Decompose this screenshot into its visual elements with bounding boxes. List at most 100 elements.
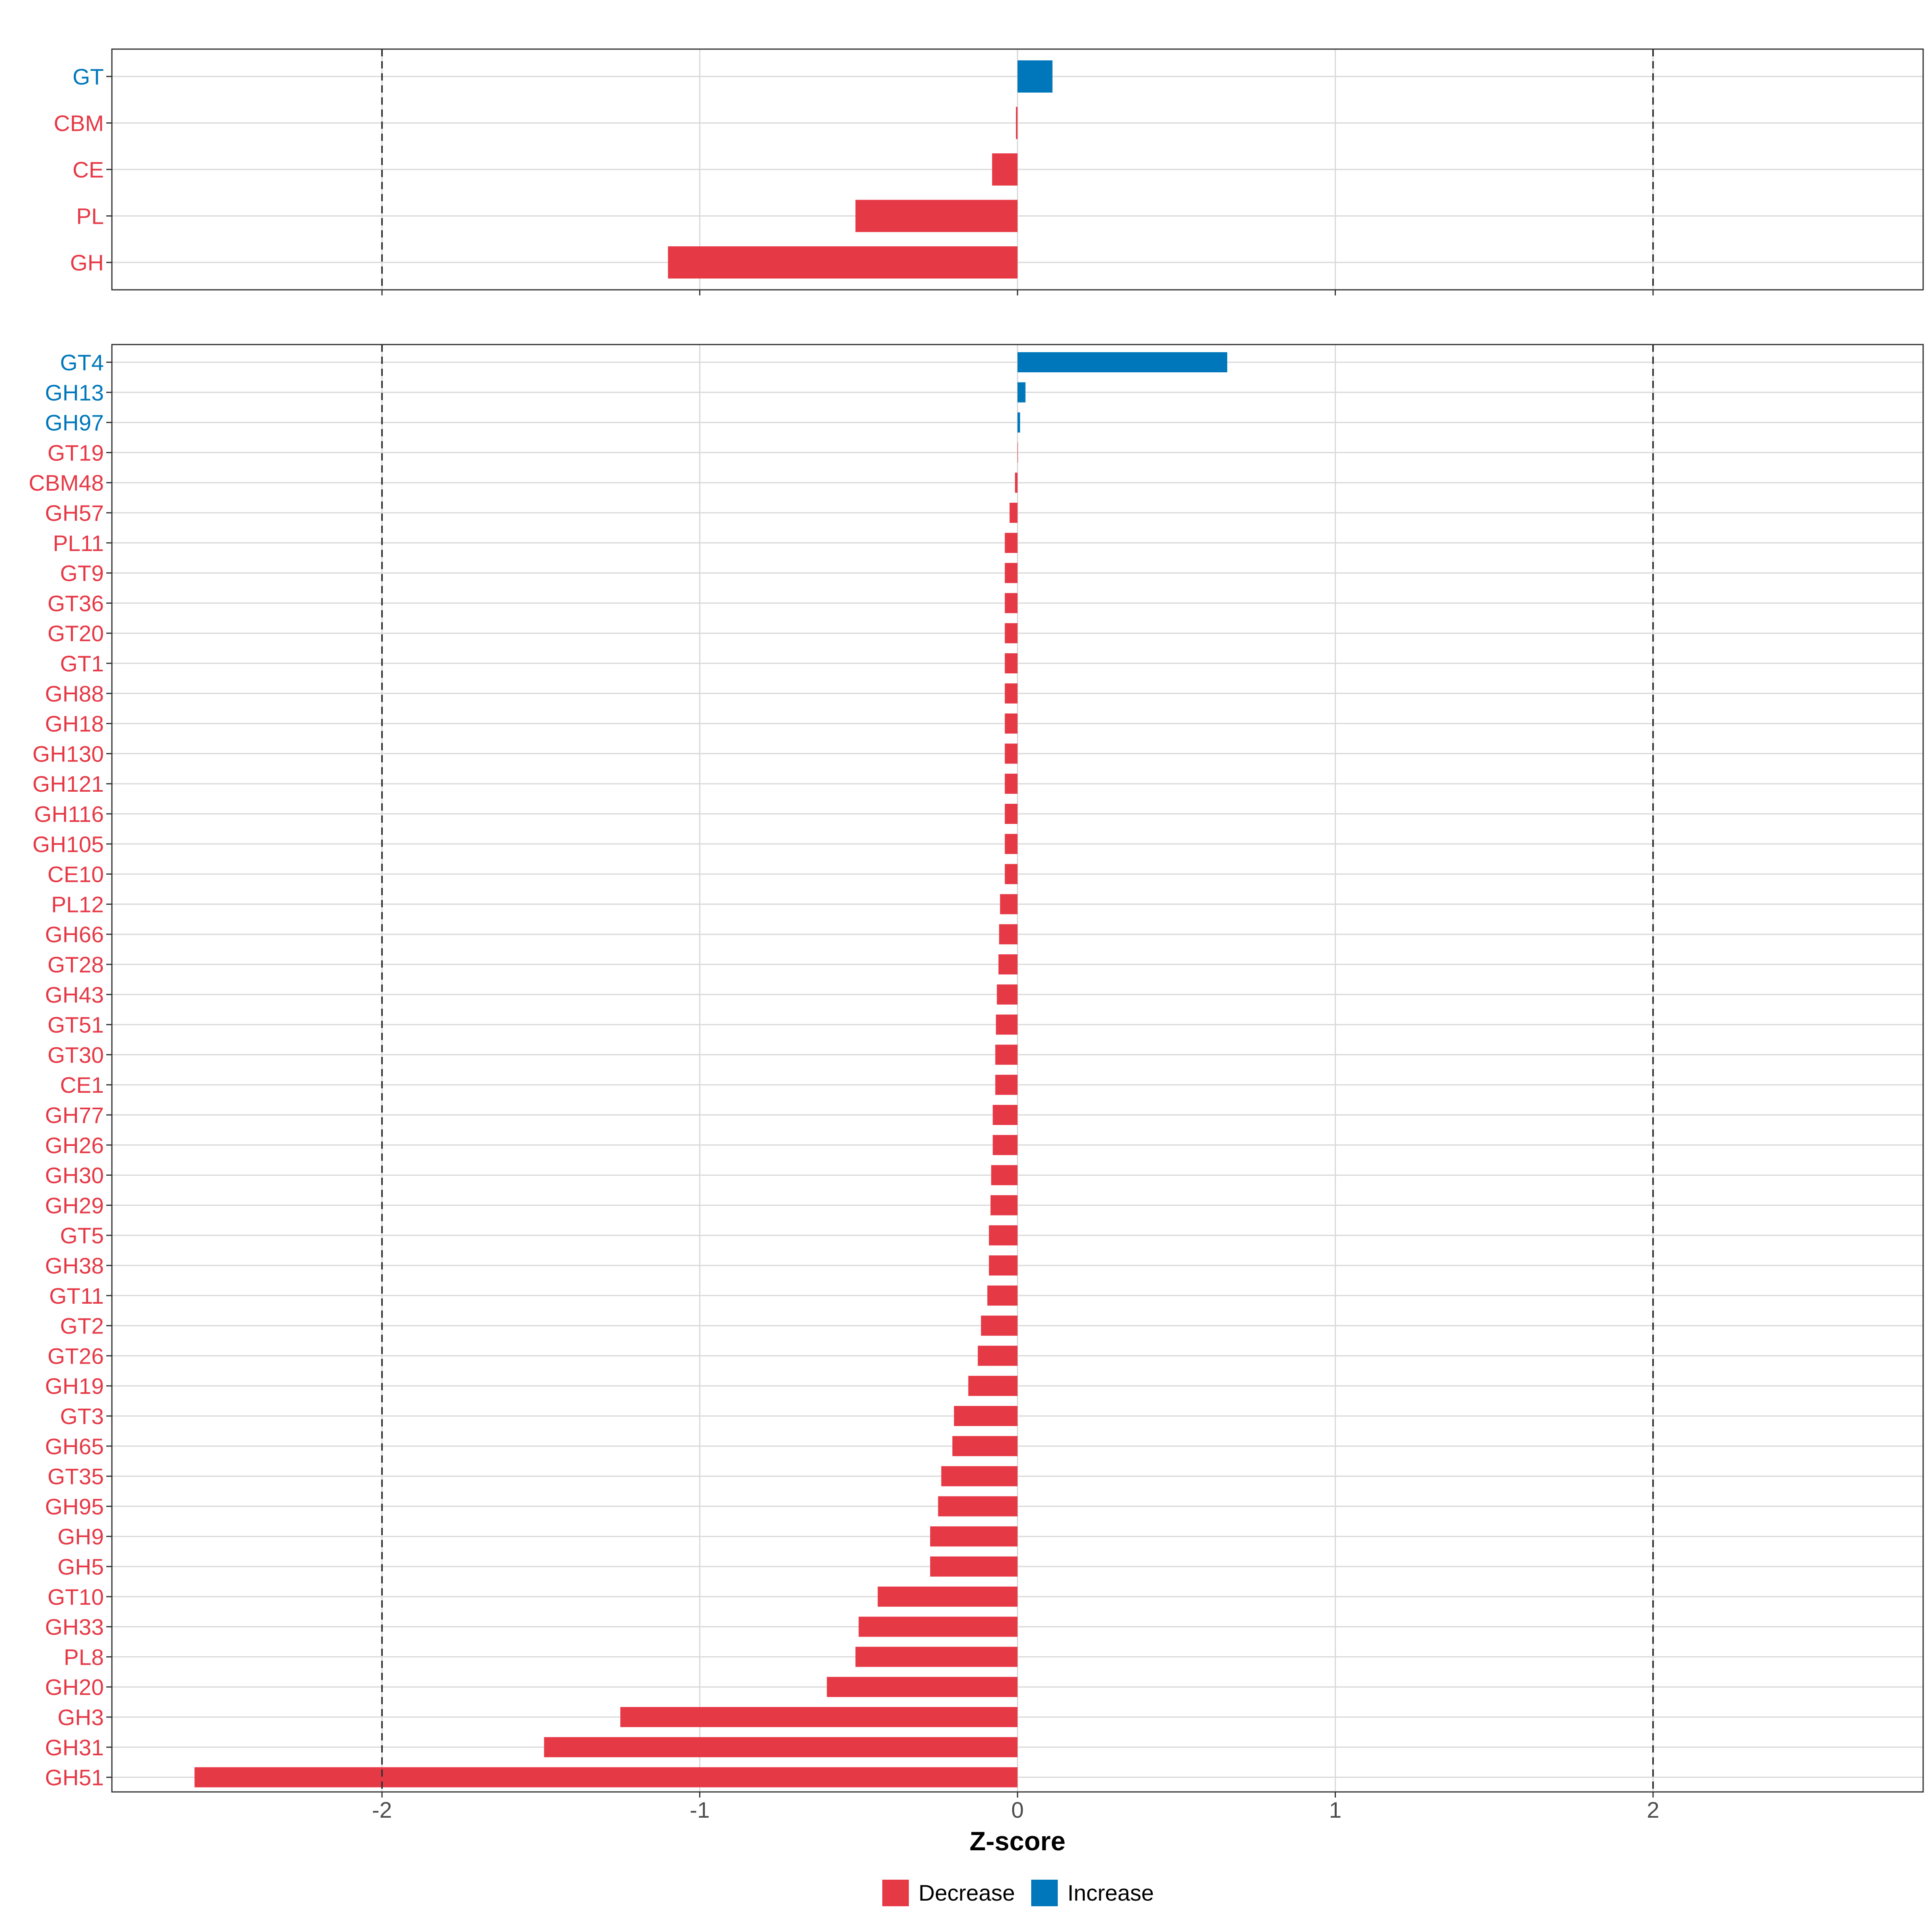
bar-GH30 bbox=[991, 1165, 1018, 1185]
bar-GH121 bbox=[1005, 774, 1018, 794]
bar-GH5 bbox=[930, 1556, 1018, 1577]
bar-GH bbox=[668, 246, 1018, 279]
bar-GH65 bbox=[952, 1436, 1018, 1456]
bar-GT1 bbox=[1005, 653, 1018, 673]
x-tick-label-0: 0 bbox=[1011, 1797, 1024, 1823]
x-tick-label-2: 2 bbox=[1647, 1797, 1659, 1823]
y-label-GH: GH bbox=[70, 250, 104, 275]
bar-GH105 bbox=[1005, 834, 1018, 854]
legend-key-decrease bbox=[882, 1880, 909, 1906]
bar-GH77 bbox=[993, 1105, 1018, 1125]
y-label-GH31: GH31 bbox=[45, 1735, 104, 1760]
x-tick-label-1: 1 bbox=[1329, 1797, 1342, 1823]
legend-label-increase: Increase bbox=[1067, 1880, 1154, 1905]
y-label-GH26: GH26 bbox=[45, 1133, 104, 1158]
bar-PL8 bbox=[855, 1647, 1018, 1667]
y-label-GH43: GH43 bbox=[45, 982, 104, 1007]
bar-GH29 bbox=[990, 1195, 1018, 1216]
y-label-GT36: GT36 bbox=[47, 590, 104, 616]
y-label-GH116: GH116 bbox=[34, 801, 104, 827]
bar-CBM48 bbox=[1015, 473, 1018, 493]
bar-CBM bbox=[1016, 107, 1018, 139]
bar-GH26 bbox=[993, 1135, 1018, 1155]
y-label-GT2: GT2 bbox=[60, 1313, 104, 1339]
y-label-GT30: GT30 bbox=[47, 1042, 104, 1067]
y-label-CE10: CE10 bbox=[47, 862, 104, 887]
y-label-GT10: GT10 bbox=[47, 1584, 104, 1610]
y-label-PL8: PL8 bbox=[64, 1644, 104, 1670]
y-label-GT28: GT28 bbox=[47, 952, 104, 977]
y-label-GT51: GT51 bbox=[47, 1012, 104, 1038]
bar-GT51 bbox=[996, 1014, 1018, 1035]
bar-GH9 bbox=[930, 1526, 1018, 1547]
bar-PL11 bbox=[1005, 533, 1018, 553]
legend-key-increase bbox=[1031, 1880, 1058, 1906]
bar-GH13 bbox=[1018, 382, 1026, 402]
bar-PL bbox=[855, 200, 1018, 232]
y-label-GT35: GT35 bbox=[47, 1464, 104, 1489]
bar-CE1 bbox=[995, 1075, 1018, 1095]
bar-GT26 bbox=[978, 1346, 1018, 1366]
bar-GT3 bbox=[954, 1406, 1018, 1426]
bar-GH3 bbox=[620, 1707, 1018, 1727]
bar-GT30 bbox=[995, 1044, 1018, 1065]
legend-label-decrease: Decrease bbox=[919, 1880, 1015, 1905]
y-label-GT19: GT19 bbox=[47, 440, 104, 465]
bar-GT9 bbox=[1005, 563, 1018, 583]
y-label-GH5: GH5 bbox=[58, 1554, 104, 1579]
bar-GT10 bbox=[877, 1586, 1018, 1607]
bar-GT4 bbox=[1018, 352, 1228, 372]
bar-GT bbox=[1018, 60, 1053, 93]
bar-CE10 bbox=[1005, 864, 1018, 884]
y-label-GT9: GT9 bbox=[60, 561, 104, 586]
y-label-PL: PL bbox=[76, 204, 104, 229]
y-label-GH65: GH65 bbox=[45, 1434, 104, 1459]
y-label-GT3: GT3 bbox=[60, 1404, 104, 1429]
bar-GT5 bbox=[989, 1225, 1018, 1246]
y-label-GT20: GT20 bbox=[47, 621, 104, 646]
x-tick-label--1: -1 bbox=[690, 1797, 710, 1823]
y-label-GH51: GH51 bbox=[45, 1765, 104, 1790]
bar-GH51 bbox=[194, 1767, 1018, 1788]
y-label-GH30: GH30 bbox=[45, 1163, 104, 1188]
x-axis: -2 -1 0 1 2 bbox=[372, 1797, 1659, 1823]
y-label-GH33: GH33 bbox=[45, 1614, 104, 1640]
bar-GH66 bbox=[999, 924, 1018, 945]
y-label-GH66: GH66 bbox=[45, 922, 104, 947]
bar-GT36 bbox=[1005, 593, 1018, 613]
y-label-GH105: GH105 bbox=[33, 832, 104, 857]
y-label-GH121: GH121 bbox=[33, 771, 104, 797]
y-label-GT: GT bbox=[72, 64, 104, 89]
bar-GH97 bbox=[1018, 412, 1020, 433]
bar-GH18 bbox=[1005, 713, 1018, 734]
y-label-GH29: GH29 bbox=[45, 1193, 104, 1218]
y-label-GH13: GH13 bbox=[45, 380, 104, 405]
y-label-CBM48: CBM48 bbox=[29, 470, 104, 495]
y-label-GH130: GH130 bbox=[33, 741, 104, 766]
bar-GT20 bbox=[1005, 623, 1018, 644]
bar-GH31 bbox=[544, 1737, 1018, 1757]
y-label-GT4: GT4 bbox=[60, 350, 104, 375]
y-label-CBM: CBM bbox=[54, 111, 104, 136]
y-label-GT5: GT5 bbox=[60, 1223, 104, 1248]
bar-GH19 bbox=[968, 1376, 1018, 1396]
bar-GT35 bbox=[941, 1466, 1018, 1486]
bar-GH95 bbox=[938, 1496, 1018, 1517]
y-label-GH38: GH38 bbox=[45, 1253, 104, 1278]
y-label-GT11: GT11 bbox=[49, 1283, 104, 1309]
bar-GH20 bbox=[827, 1677, 1018, 1697]
bar-CE bbox=[992, 153, 1018, 186]
bar-PL12 bbox=[1000, 894, 1018, 914]
legend: Decrease Increase bbox=[882, 1880, 1154, 1906]
y-label-GH20: GH20 bbox=[45, 1674, 104, 1700]
y-label-GH77: GH77 bbox=[45, 1102, 104, 1128]
y-label-GH57: GH57 bbox=[45, 500, 104, 526]
y-label-PL12: PL12 bbox=[51, 892, 104, 917]
bar-GH33 bbox=[859, 1616, 1018, 1637]
panel-family: GT4 GH13 GH97 GT19 CBM48 GH57 PL11 GT9 GT36 GT20 G… bbox=[29, 344, 1924, 1798]
y-label-GH19: GH19 bbox=[45, 1373, 104, 1399]
bar-GT11 bbox=[987, 1285, 1018, 1306]
x-axis-title: Z-score bbox=[970, 1826, 1065, 1856]
y-label-PL11: PL11 bbox=[53, 530, 104, 556]
